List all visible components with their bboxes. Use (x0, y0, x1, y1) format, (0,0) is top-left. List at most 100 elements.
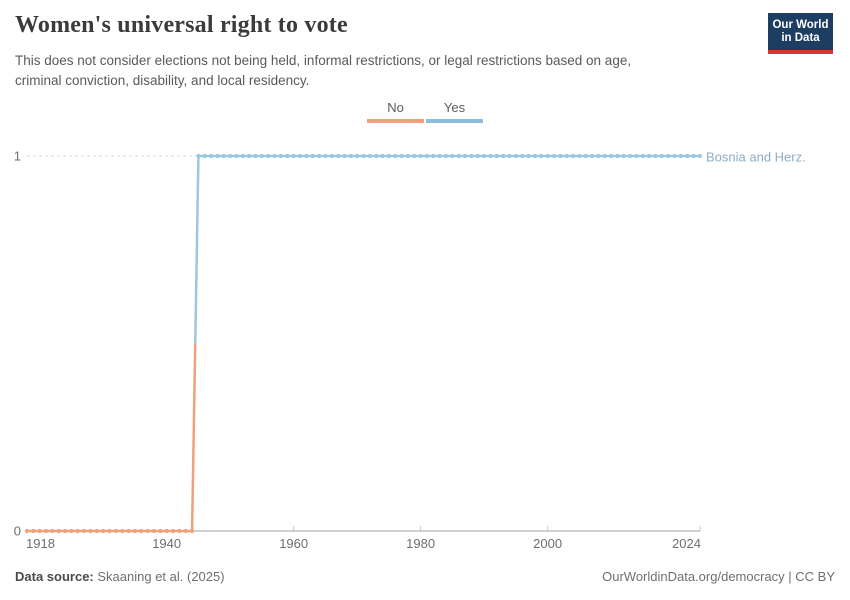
data-point-marker (285, 153, 290, 159)
data-point-marker (94, 528, 99, 534)
data-source-value: Skaaning et al. (2025) (97, 569, 225, 584)
legend-swatch-no (367, 119, 424, 123)
legend-label-yes: Yes (443, 100, 466, 115)
data-point-marker (107, 528, 112, 534)
data-point-marker (437, 153, 442, 159)
data-point-marker (513, 153, 518, 159)
owid-logo-text: Our World in Data (768, 13, 833, 50)
data-point-marker (596, 153, 601, 159)
data-point-marker (113, 528, 118, 534)
data-point-marker (253, 153, 258, 159)
data-point-marker (177, 528, 182, 534)
data-point-marker (545, 153, 550, 159)
data-point-marker (126, 528, 131, 534)
owid-logo-line1: Our World (772, 18, 829, 31)
owid-logo-line2: in Data (781, 31, 820, 44)
data-point-marker (609, 153, 614, 159)
data-point-marker (240, 153, 245, 159)
data-point-marker (139, 528, 144, 534)
data-point-marker (31, 528, 36, 534)
x-tick-label: 1918 (26, 536, 55, 551)
data-point-marker (361, 153, 366, 159)
data-point-marker (558, 153, 563, 159)
data-point-marker (393, 153, 398, 159)
data-point-marker (634, 153, 639, 159)
data-point-marker (132, 528, 138, 534)
data-point-marker (101, 528, 106, 534)
data-point-marker (424, 153, 430, 159)
data-point-marker (367, 153, 372, 159)
owid-logo[interactable]: Our World in Data (768, 13, 833, 54)
data-point-marker (583, 153, 588, 159)
x-tick-label: 1960 (279, 536, 308, 551)
data-point-marker (462, 153, 468, 159)
data-point-marker (75, 528, 80, 534)
data-point-marker (666, 153, 671, 159)
data-point-marker (310, 153, 315, 159)
series-step-connector (190, 343, 197, 532)
data-point-marker (647, 153, 652, 159)
attribution-note[interactable]: OurWorldinData.org/democracy | CC BY (602, 569, 835, 584)
data-point-marker (183, 528, 188, 534)
data-point-marker (234, 153, 239, 159)
data-point-marker (221, 153, 226, 159)
data-point-marker (475, 153, 480, 159)
data-point-marker (374, 153, 379, 159)
data-point-marker (336, 153, 341, 159)
data-point-marker (482, 153, 487, 159)
data-point-marker (342, 153, 347, 159)
data-point-marker (291, 153, 296, 159)
data-point-marker (158, 528, 163, 534)
data-point-marker (577, 153, 582, 159)
data-source-note: Data source: Skaaning et al. (2025) (15, 569, 225, 584)
data-point-marker (247, 153, 252, 159)
data-point-marker (697, 153, 703, 159)
data-point-marker (329, 153, 334, 159)
data-point-marker (259, 153, 265, 159)
data-point-marker (120, 528, 125, 534)
data-point-marker (164, 528, 169, 534)
data-point-marker (145, 528, 150, 534)
data-point-marker (266, 153, 271, 159)
data-point-marker (539, 153, 544, 159)
data-point-marker (304, 153, 309, 159)
data-point-marker (228, 153, 233, 159)
chart-subtitle: This does not consider elections not bei… (15, 51, 631, 91)
data-point-marker (551, 153, 557, 159)
data-point-marker (323, 153, 328, 159)
owid-logo-red-bar (768, 50, 833, 54)
legend: No Yes (0, 100, 850, 123)
legend-item-no[interactable]: No (367, 100, 424, 123)
data-point-marker (659, 153, 665, 159)
data-point-marker (272, 153, 277, 159)
data-point-marker (532, 153, 538, 159)
data-point-marker (43, 528, 49, 534)
data-point-marker (507, 153, 512, 159)
data-point-marker (316, 153, 322, 159)
data-point-marker (82, 528, 87, 534)
chart-subtitle-line2: criminal conviction, disability, and loc… (15, 73, 310, 88)
series-entity-label[interactable]: Bosnia and Herz. (706, 149, 806, 165)
data-point-marker (488, 153, 493, 159)
data-point-marker (399, 153, 404, 159)
chart-subtitle-line1: This does not consider elections not bei… (15, 53, 632, 68)
data-point-marker (685, 153, 690, 159)
data-point-marker (520, 153, 525, 159)
data-point-marker (50, 528, 55, 534)
data-point-marker (494, 153, 499, 159)
data-point-marker (24, 528, 30, 534)
data-point-marker (628, 153, 633, 159)
data-point-marker (88, 528, 93, 534)
data-point-marker (56, 528, 61, 534)
data-point-marker (189, 528, 195, 534)
data-point-marker (526, 153, 531, 159)
legend-item-yes[interactable]: Yes (426, 100, 483, 123)
data-point-marker (602, 153, 607, 159)
data-point-marker (564, 153, 569, 159)
data-point-marker (297, 153, 303, 159)
data-point-marker (691, 153, 696, 159)
data-point-marker (170, 528, 176, 534)
legend-swatch-yes (426, 119, 483, 123)
data-point-marker (405, 153, 411, 159)
